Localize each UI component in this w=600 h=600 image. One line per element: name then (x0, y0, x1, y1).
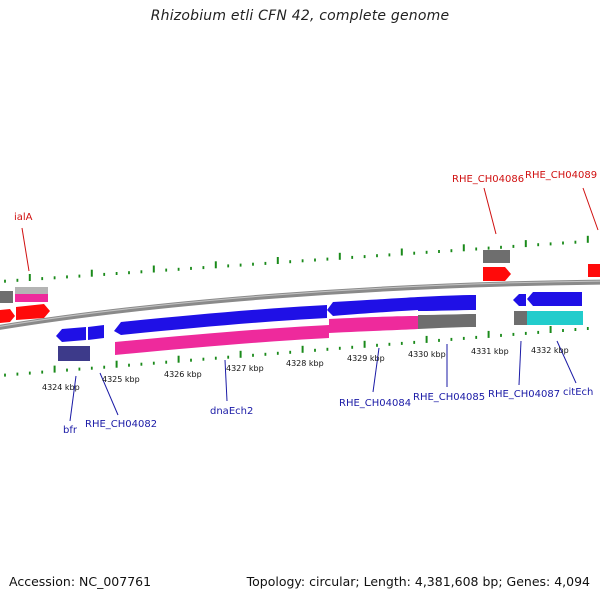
RHE_CH04087-gray-feature[interactable] (514, 311, 527, 325)
RHE_CH04087-arrow[interactable] (513, 294, 526, 306)
RHE_CH04084-arrow[interactable] (327, 297, 418, 316)
scale-label-4329: 4329 kbp (347, 354, 385, 363)
gene-label-ialA[interactable]: ialA (14, 212, 33, 223)
dnaEch2-arrow[interactable] (114, 305, 327, 335)
scale-label-4332: 4332 kbp (531, 346, 569, 355)
dnaEch2-pink-feature[interactable] (115, 325, 329, 355)
RHE_CH04084-leader-line (372, 347, 380, 393)
bfr-arrow[interactable] (56, 327, 86, 342)
scale-label-4331: 4331 kbp (471, 347, 509, 356)
gene-label-RHE_CH04085[interactable]: RHE_CH04085 (413, 392, 485, 403)
bfr-navy-feature[interactable] (58, 346, 90, 361)
RHE_CH04089-leader-line (582, 187, 599, 231)
outer-tick-row (4, 235, 589, 283)
gene-label-RHE_CH04089[interactable]: RHE_CH04089 (525, 170, 597, 181)
RHE_CH04082-arrow[interactable] (88, 325, 104, 340)
scale-label-4326: 4326 kbp (164, 370, 202, 379)
gene-label-citEch[interactable]: citEch (563, 387, 593, 398)
RHE_CH04085-arrow[interactable] (418, 295, 476, 311)
citEch-cyan-feature[interactable] (527, 311, 583, 325)
map-title: Rhizobium etli CFN 42, complete genome (150, 8, 450, 24)
scale-label-4325: 4325 kbp (102, 375, 140, 384)
RHE_CH04086-red-arrow[interactable] (483, 267, 511, 281)
accession-text: Accession: NC_007761 (9, 574, 152, 589)
scale-label-4324: 4324 kbp (42, 383, 80, 392)
citEch-leader-line (556, 340, 577, 384)
gene-label-RHE_CH04084[interactable]: RHE_CH04084 (339, 398, 411, 409)
red-arrow-left-edge[interactable] (0, 309, 15, 323)
bfr-leader-line (69, 375, 77, 422)
dnaEch2-leader-line (224, 359, 228, 402)
gene-label-RHE_CH04086[interactable]: RHE_CH04086 (452, 174, 524, 185)
RHE_CH04089-red-feature[interactable] (588, 264, 600, 277)
gray-feature-left-top[interactable] (0, 291, 13, 303)
ialA-pink-feature[interactable] (15, 294, 48, 302)
ialA-leader-line (21, 227, 30, 272)
ialA-red-arrow[interactable] (16, 304, 50, 320)
scale-label-4327: 4327 kbp (226, 364, 264, 373)
scale-label-4328: 4328 kbp (286, 359, 324, 368)
genome-backbone (0, 279, 600, 330)
gene-label-RHE_CH04082[interactable]: RHE_CH04082 (85, 419, 157, 430)
gene-label-bfr[interactable]: bfr (63, 425, 78, 436)
RHE_CH04085-gray-feature[interactable] (418, 314, 476, 329)
scale-label-4330: 4330 kbp (408, 350, 446, 359)
RHE_CH04082-leader-line (99, 372, 119, 416)
ialA-gray-feature[interactable] (15, 287, 48, 294)
RHE_CH04086-leader-line (483, 187, 497, 235)
gene-label-RHE_CH04087[interactable]: RHE_CH04087 (488, 389, 560, 400)
RHE_CH04086-gray-feature[interactable] (483, 250, 510, 263)
inner-tick-row (4, 326, 589, 377)
RHE_CH04084-pink-feature[interactable] (329, 316, 418, 333)
RHE_CH04087-leader-line (518, 340, 522, 386)
gene-label-dnaEch2[interactable]: dnaEch2 (210, 406, 253, 417)
citEch-arrow[interactable] (527, 292, 582, 306)
genome-backbone-highlight (0, 280, 600, 327)
topology-text: Topology: circular; Length: 4,381,608 bp… (246, 574, 590, 589)
